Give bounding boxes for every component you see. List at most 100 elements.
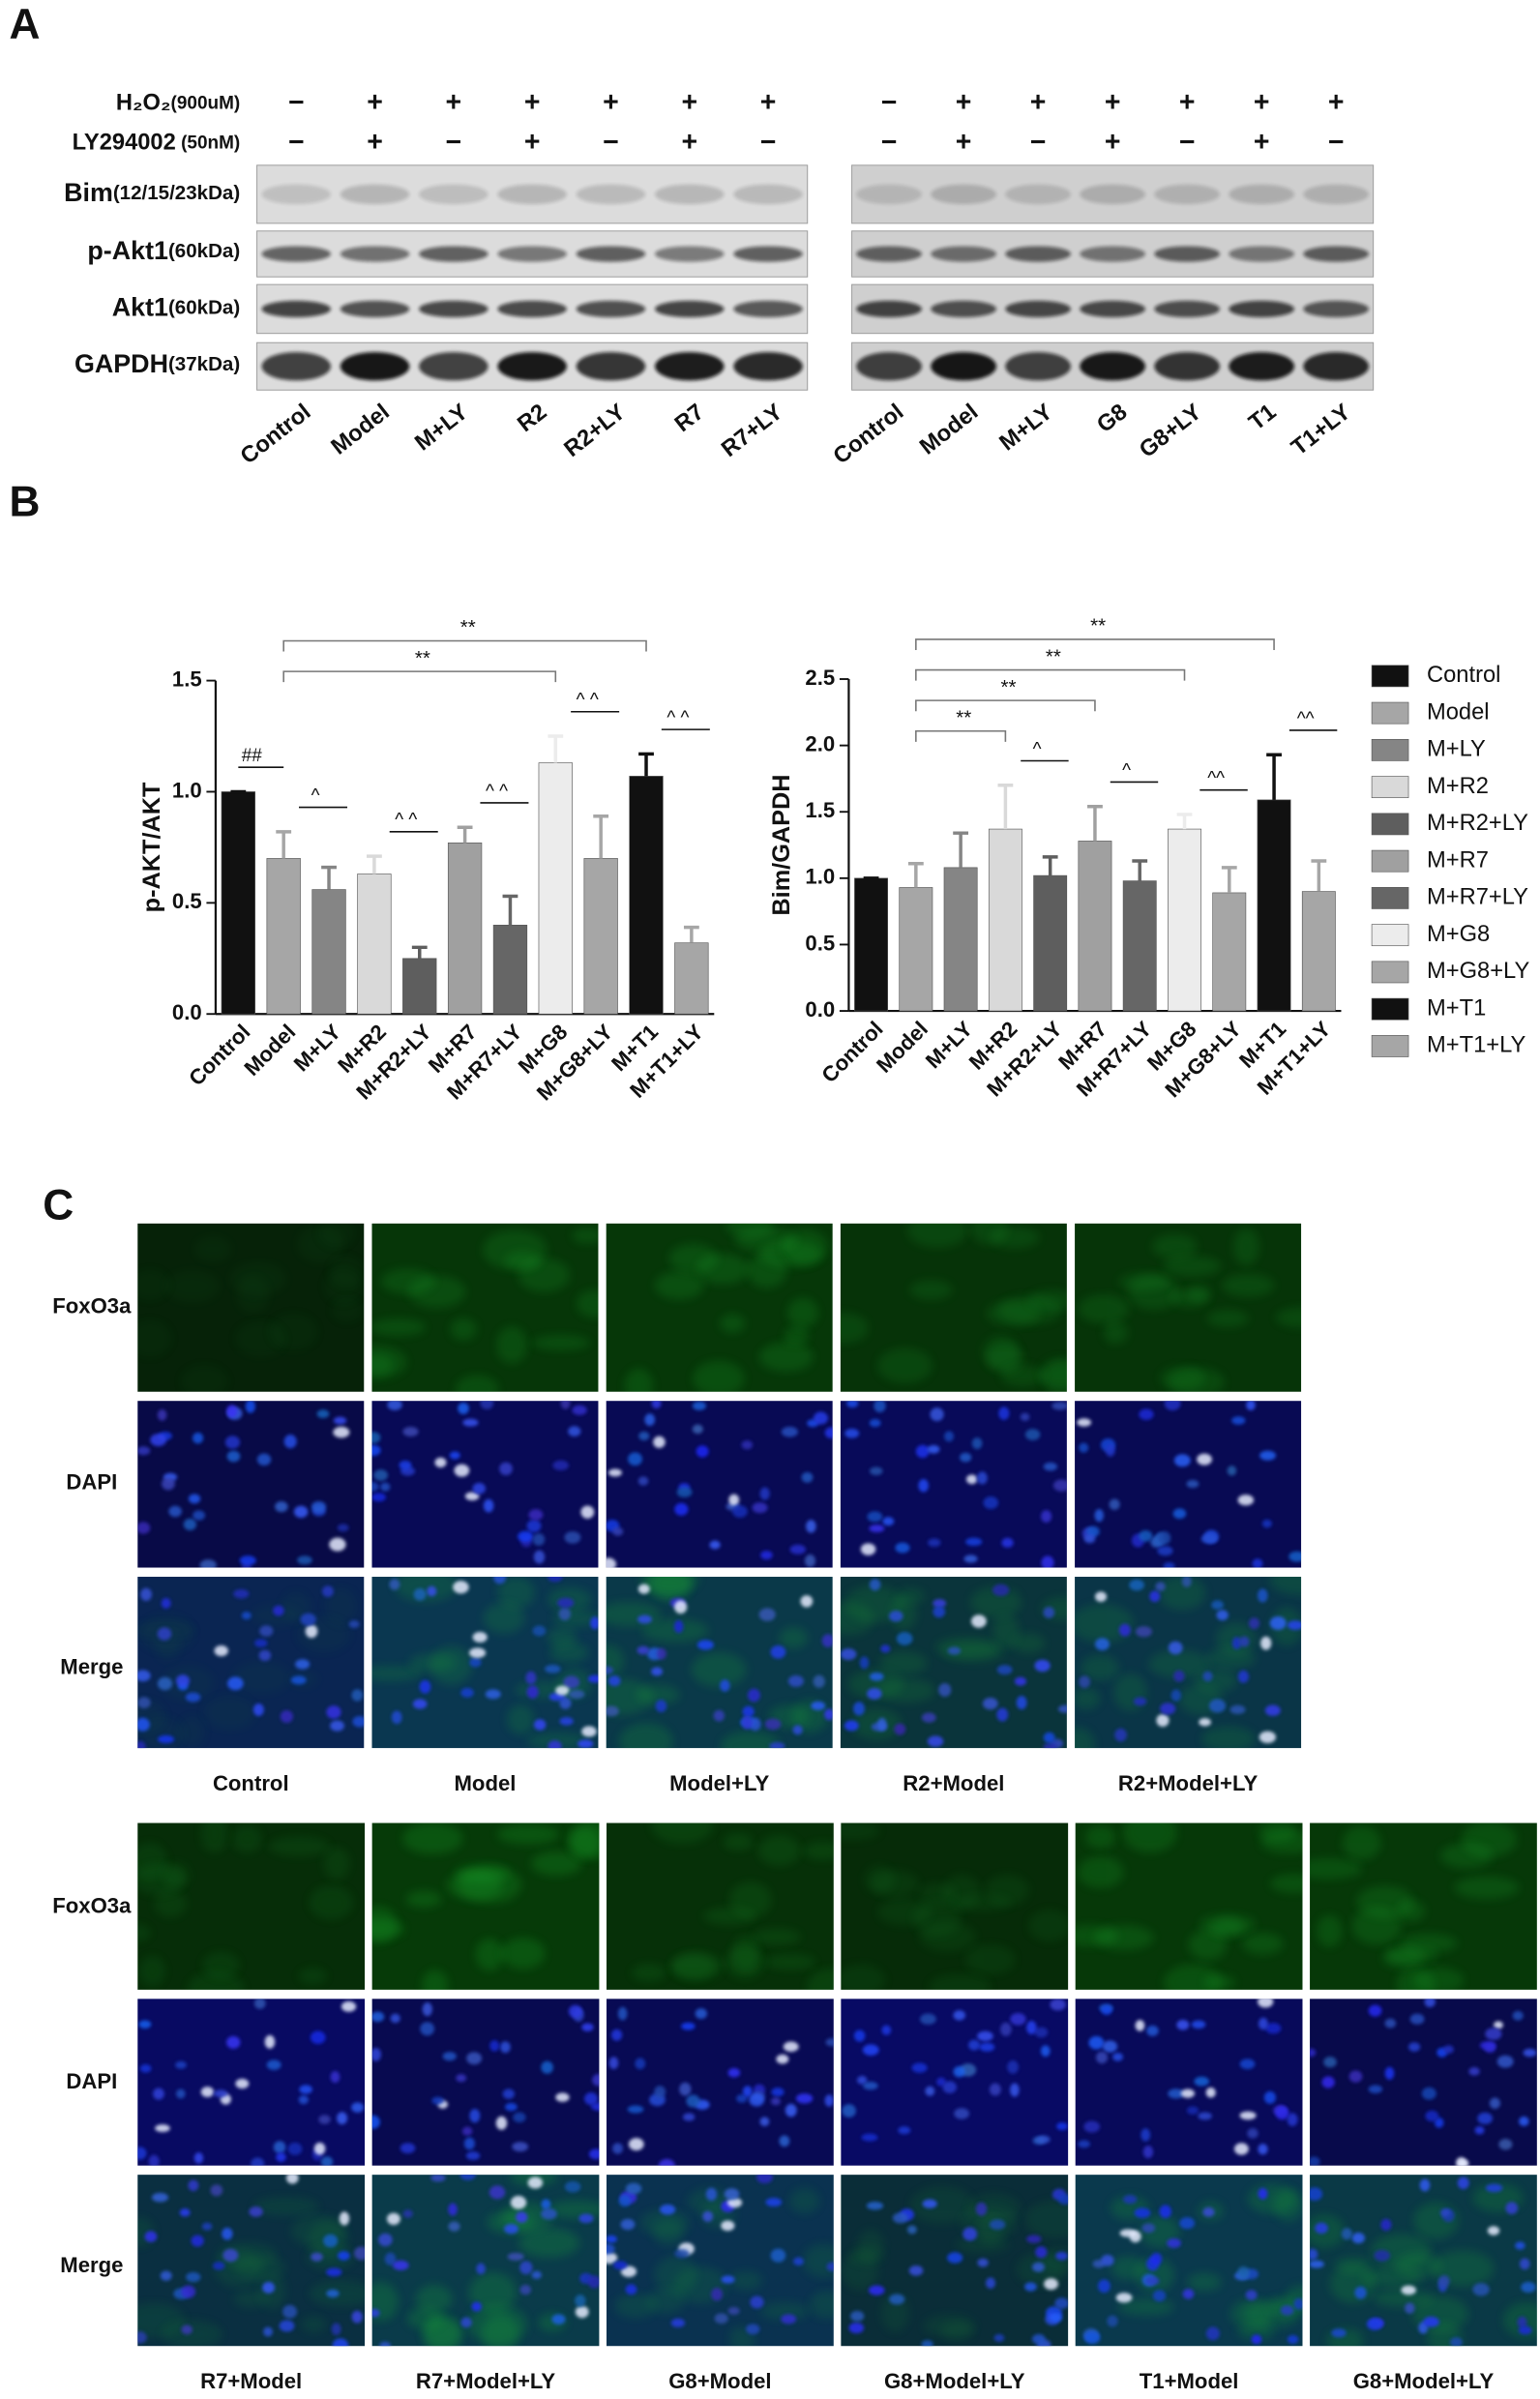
nucleus xyxy=(183,1518,197,1531)
nucleus xyxy=(449,1451,460,1460)
error-bar xyxy=(593,814,609,859)
cell-body xyxy=(1041,1360,1067,1392)
cell-body xyxy=(233,2255,286,2280)
cell-body xyxy=(1382,1947,1425,1969)
nucleus xyxy=(1139,1408,1154,1420)
nucleus xyxy=(1094,1508,1105,1523)
nucleus xyxy=(681,2022,696,2030)
nucleus xyxy=(1083,2330,1101,2345)
nucleus xyxy=(462,1418,479,1427)
nucleus xyxy=(329,1537,346,1552)
blot-band xyxy=(1154,246,1221,262)
nucleus xyxy=(806,1520,816,1533)
nucleus xyxy=(483,1498,494,1513)
treatment-sign: − xyxy=(446,127,462,158)
error-bar xyxy=(366,854,382,874)
nucleus xyxy=(804,1554,816,1568)
nucleus xyxy=(518,1530,534,1542)
nucleus xyxy=(337,2112,348,2125)
cell-body xyxy=(880,2294,910,2332)
cell-body xyxy=(1075,1604,1134,1644)
nucleus xyxy=(1157,1530,1171,1545)
lane-label: R2 xyxy=(513,400,551,437)
treatment-sign: + xyxy=(681,127,697,158)
cell-body xyxy=(990,1227,1040,1249)
nucleus xyxy=(686,2094,700,2108)
nucleus xyxy=(1141,2223,1156,2234)
nucleus xyxy=(1182,2289,1195,2299)
nucleus xyxy=(1419,2178,1431,2192)
nucleus xyxy=(954,2108,970,2119)
micrograph-content xyxy=(840,1578,1067,1749)
nucleus xyxy=(559,1697,572,1709)
nucleus xyxy=(881,2025,892,2035)
nucleus xyxy=(448,2203,458,2216)
nucleus xyxy=(1205,2326,1220,2341)
nucleus xyxy=(869,1418,881,1428)
nucleus xyxy=(655,1700,667,1713)
nucleus xyxy=(583,2092,599,2106)
cell-body xyxy=(789,2188,820,2214)
nucleus xyxy=(564,1531,581,1544)
nucleus xyxy=(944,1431,955,1442)
significance-mark: ** xyxy=(1046,645,1061,667)
cell-body xyxy=(803,1841,834,1861)
micrograph xyxy=(606,1223,833,1392)
nucleus xyxy=(953,2066,965,2078)
nucleus xyxy=(1197,1453,1212,1466)
cell-body xyxy=(1203,1974,1236,1990)
nucleus xyxy=(264,2034,276,2049)
nucleus xyxy=(460,2317,472,2328)
nucleus xyxy=(469,2109,481,2123)
nucleus xyxy=(993,2333,1005,2342)
x-tick-label: Control xyxy=(816,1017,887,1087)
nucleus xyxy=(412,1699,428,1709)
nucleus xyxy=(1521,2281,1536,2294)
nucleus xyxy=(1457,2177,1469,2190)
nucleus xyxy=(1258,2187,1268,2200)
significance-mark: ** xyxy=(415,647,430,669)
nucleus xyxy=(606,2252,618,2265)
blot-band xyxy=(419,300,489,318)
cell-body xyxy=(1168,1367,1226,1392)
nucleus xyxy=(1216,1610,1229,1621)
cell-body xyxy=(482,1229,548,1270)
column-label: Model xyxy=(455,1771,517,1795)
lane-label: Model xyxy=(915,400,983,460)
nucleus xyxy=(637,1645,650,1655)
nucleus xyxy=(531,2270,543,2279)
cell-body xyxy=(1229,2298,1273,2329)
legend-swatch xyxy=(1371,738,1409,761)
nucleus xyxy=(468,1647,487,1658)
nucleus xyxy=(1517,2316,1527,2328)
micrograph xyxy=(1075,1401,1302,1568)
blot-band xyxy=(1154,352,1221,381)
cell-body xyxy=(618,1722,673,1749)
nucleus xyxy=(371,2011,385,2023)
nucleus xyxy=(824,1427,833,1438)
micrograph xyxy=(137,1822,366,1990)
nucleus xyxy=(928,1538,941,1548)
legend-label: M+T1+LY xyxy=(1427,1033,1526,1058)
nucleus xyxy=(627,2105,644,2114)
nucleus xyxy=(150,1434,167,1446)
nucleus xyxy=(502,2088,515,2099)
legend-swatch xyxy=(1371,887,1409,909)
nucleus xyxy=(472,1482,487,1495)
cell-body xyxy=(200,1822,228,1853)
micrograph xyxy=(840,1223,1067,1392)
cell-body xyxy=(786,1297,818,1328)
nucleus xyxy=(606,1557,617,1568)
nucleus xyxy=(1246,1401,1256,1411)
nucleus xyxy=(859,1656,870,1670)
nucleus xyxy=(1016,1696,1027,1710)
blot-band xyxy=(733,246,803,262)
nucleus xyxy=(752,1502,768,1514)
error-bar xyxy=(638,752,654,777)
nucleus xyxy=(422,2002,432,2017)
y-tick-label: 0.0 xyxy=(805,997,835,1022)
nucleus xyxy=(333,1416,347,1425)
bar xyxy=(583,858,618,1015)
protein-size: (60kDa) xyxy=(168,297,240,319)
nucleus xyxy=(341,2000,357,2012)
